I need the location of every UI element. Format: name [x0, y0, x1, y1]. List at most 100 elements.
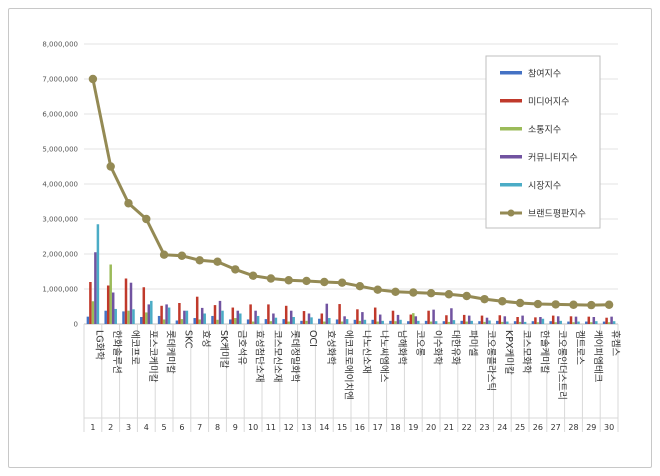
legend-swatch — [500, 183, 522, 187]
category-label: 코오롱인더스트리 — [556, 330, 567, 400]
rank-label: 12 — [284, 423, 294, 432]
category-label: 켐트로스 — [574, 330, 586, 365]
bar — [394, 321, 397, 324]
line-point — [498, 297, 507, 306]
bar — [160, 305, 163, 324]
legend-swatch — [500, 155, 522, 159]
bar — [104, 310, 107, 324]
bar — [607, 322, 611, 324]
rank-label: 8 — [215, 423, 220, 432]
legend-label: 참여지수 — [528, 68, 561, 80]
line-point — [266, 274, 276, 283]
bar — [480, 315, 484, 324]
bar — [534, 317, 537, 324]
rank-label: 14 — [319, 423, 329, 432]
bar — [267, 304, 270, 324]
bar — [89, 282, 92, 324]
rank-label: 21 — [444, 423, 454, 432]
bar — [302, 311, 306, 324]
bar — [549, 321, 552, 324]
category-label: 금호석유 — [236, 330, 247, 365]
bar — [111, 292, 115, 324]
category-label: KPX케미칼 — [503, 330, 514, 375]
bar — [445, 315, 448, 324]
rank-label: 13 — [301, 423, 311, 432]
bar — [122, 311, 125, 324]
category-label: 대한유화 — [449, 330, 460, 365]
bar — [605, 317, 608, 324]
bar — [246, 319, 250, 324]
y-tick-label: 8,000,000 — [42, 41, 78, 49]
rank-label: 22 — [462, 423, 472, 432]
bar — [180, 319, 184, 324]
line-point — [302, 276, 311, 286]
category-label: 롯데케미칼 — [165, 330, 176, 374]
bar — [567, 321, 570, 324]
category-label: 나노씨엠에스 — [378, 330, 390, 383]
line-point — [213, 257, 222, 266]
bar — [114, 308, 117, 324]
line-point — [444, 290, 454, 299]
bar — [432, 309, 435, 324]
legend-label: 커뮤니티지수 — [528, 153, 578, 164]
bar — [142, 287, 146, 324]
bar — [254, 310, 257, 324]
bar — [229, 319, 232, 324]
bar — [358, 320, 362, 324]
bar — [338, 304, 341, 324]
bar — [272, 313, 275, 324]
bar — [407, 321, 410, 324]
y-tick-label: 2,000,000 — [42, 251, 78, 259]
bar — [251, 321, 255, 324]
bar — [470, 320, 473, 324]
bar — [320, 313, 324, 324]
bar — [373, 307, 377, 324]
line-point — [284, 276, 293, 285]
rank-label: 5 — [162, 423, 167, 432]
rank-label: 25 — [515, 423, 525, 432]
bar — [513, 321, 517, 324]
y-tick-label: 4,000,000 — [42, 181, 78, 189]
bar — [236, 310, 240, 324]
category-label: SKC — [182, 330, 193, 349]
bar — [307, 313, 311, 324]
line-point — [231, 265, 240, 274]
bar — [356, 309, 359, 324]
bar — [323, 321, 326, 324]
bar — [554, 322, 557, 324]
y-tick-label: 5,000,000 — [42, 146, 78, 154]
category-label: 케이피엠테크 — [592, 330, 604, 383]
category-label: 남해화학 — [396, 330, 408, 365]
bar — [218, 300, 222, 324]
bar — [361, 312, 364, 324]
bar — [292, 317, 295, 324]
bar — [483, 321, 486, 324]
line-point — [391, 287, 400, 296]
bar — [569, 316, 573, 324]
category-label: 포스코케미칼 — [147, 330, 158, 383]
category-label: 에코프로 — [129, 330, 140, 365]
y-tick-label: 3,000,000 — [42, 216, 78, 224]
bar — [150, 300, 153, 324]
line-point — [106, 162, 115, 171]
rank-label: 7 — [197, 423, 202, 432]
bar — [203, 313, 206, 324]
line-point — [515, 298, 525, 308]
bar — [264, 319, 268, 324]
bar — [602, 321, 606, 324]
bar — [506, 321, 509, 324]
bar — [485, 317, 489, 324]
bar — [414, 316, 418, 324]
line-point — [373, 285, 382, 294]
bar — [442, 321, 446, 324]
bar — [249, 304, 252, 324]
legend-label: 미디어지수 — [528, 97, 569, 108]
bar — [289, 310, 293, 324]
bar — [200, 307, 204, 324]
chart-frame — [8, 8, 652, 468]
bar — [213, 305, 217, 324]
bar — [391, 310, 395, 324]
bar — [587, 316, 591, 324]
bar — [496, 320, 499, 324]
